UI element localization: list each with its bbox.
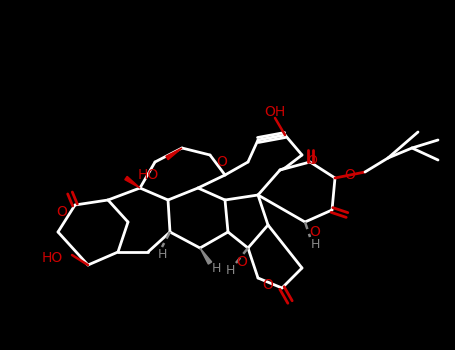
Text: O: O xyxy=(56,205,67,219)
Text: O: O xyxy=(344,168,355,182)
Text: O: O xyxy=(237,255,248,269)
Text: O: O xyxy=(263,278,273,292)
Text: H: H xyxy=(157,247,167,260)
Polygon shape xyxy=(166,148,182,160)
Text: OH: OH xyxy=(264,105,286,119)
Text: O: O xyxy=(217,155,228,169)
Text: O: O xyxy=(309,225,320,239)
Polygon shape xyxy=(125,176,140,188)
Polygon shape xyxy=(200,248,212,264)
Text: HO: HO xyxy=(41,251,63,265)
Text: O: O xyxy=(307,154,317,167)
Text: HO: HO xyxy=(137,168,159,182)
Text: H: H xyxy=(225,264,235,276)
Text: H: H xyxy=(310,238,320,251)
Text: H: H xyxy=(211,261,221,274)
